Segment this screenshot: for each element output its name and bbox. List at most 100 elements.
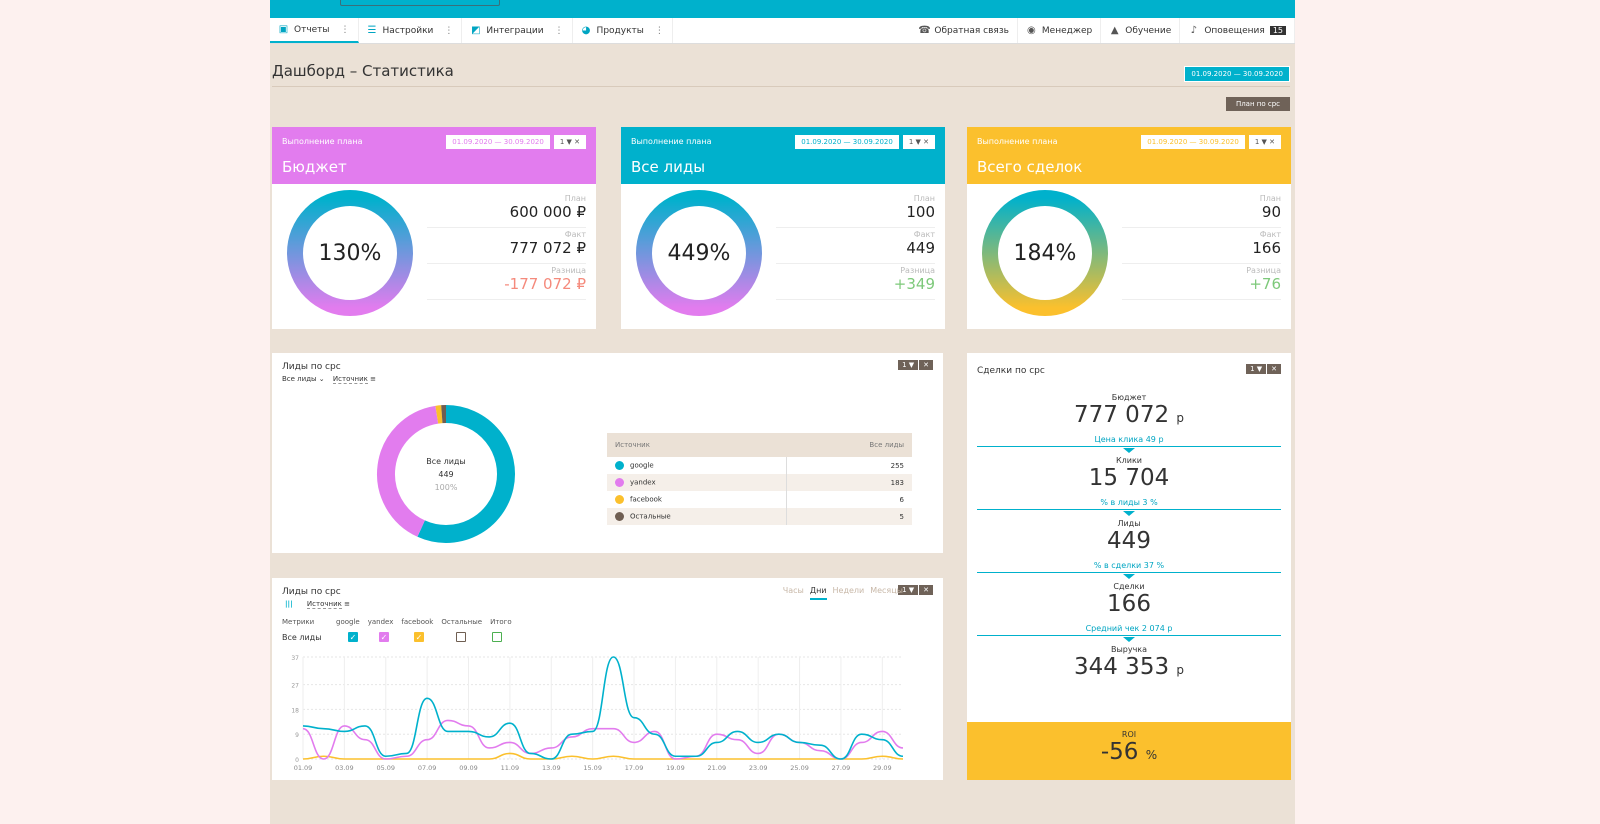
bar-chart-icon[interactable]: ||| <box>285 600 293 608</box>
legend-name: Итого <box>490 618 512 626</box>
y-tick-label: 18 <box>291 707 299 714</box>
roi-block: ROI -56 % <box>967 722 1291 780</box>
col-header: Все лиды <box>869 441 904 449</box>
source-name: google <box>630 461 654 470</box>
step-value: 777 072 <box>1073 402 1170 428</box>
source-value: 255 <box>890 461 904 470</box>
more-icon[interactable]: ⋮ <box>554 25 564 36</box>
card-date-range[interactable]: 01.09.2020 — 30.09.2020 <box>446 135 550 149</box>
series-line-google <box>302 656 904 760</box>
card-date-range[interactable]: 01.09.2020 — 30.09.2020 <box>1141 135 1245 149</box>
step-value: 166 <box>1107 591 1151 617</box>
series-checkbox-Итого[interactable] <box>492 632 502 642</box>
nav-right-0[interactable]: ☎ Обратная связь <box>910 18 1018 43</box>
tab-period[interactable]: Месяцы <box>870 586 903 595</box>
diff-label: Разница <box>900 266 935 275</box>
card-title: Бюджет <box>282 158 347 176</box>
roi-value: -56 <box>1100 739 1139 765</box>
step-value: 449 <box>1107 528 1151 554</box>
filter-button[interactable]: 1 ▼ <box>1246 364 1267 374</box>
card-filter[interactable]: 1 ▼ ✕ <box>902 135 935 149</box>
tab-period[interactable]: Дни <box>809 586 827 600</box>
date-range-picker[interactable]: 01.09.2020 — 30.09.2020 <box>1184 66 1290 82</box>
conversion-label: Средний чек 2 074 р <box>977 624 1281 642</box>
conversion-label: Цена клика 49 р <box>977 435 1281 453</box>
diff-label: Разница <box>551 266 586 275</box>
close-button[interactable]: ✕ <box>919 360 933 370</box>
table-row: facebook 6 <box>607 491 912 508</box>
filter-button[interactable]: 1 ▼ <box>898 585 919 595</box>
nav-right-2[interactable]: ▲ Обучение <box>1101 18 1181 43</box>
x-tick-label: 07.09 <box>418 764 437 772</box>
card-title: Все лиды <box>631 158 706 176</box>
row-label: Все лиды <box>282 632 322 642</box>
pie-slice-facebook[interactable] <box>435 405 443 424</box>
x-tick-label: 29.09 <box>873 764 892 772</box>
series-checkbox-yandex[interactable]: ✓ <box>379 632 389 642</box>
source-filter[interactable]: Источник <box>306 600 342 609</box>
series-checkbox-Остальные[interactable] <box>456 632 466 642</box>
tab-0[interactable]: ▣ Отчеты ⋮ <box>270 18 359 43</box>
plan-cpc-button[interactable]: План по cpc <box>1225 97 1290 111</box>
percent-value: 449% <box>667 240 731 266</box>
card-date-range[interactable]: 01.09.2020 — 30.09.2020 <box>795 135 899 149</box>
card-header: Выполнение плана Все лиды 01.09.2020 — 3… <box>621 127 945 184</box>
plan-value: 100 <box>776 203 935 228</box>
nav-right-3[interactable]: ♪ Оповещения 15 <box>1180 18 1295 43</box>
panel-controls: 1 ▼ ✕ <box>898 585 933 595</box>
tab-period[interactable]: Часы <box>782 586 804 595</box>
nav-right-1[interactable]: ◉ Менеджер <box>1018 18 1102 43</box>
nav-label: Оповещения <box>1204 25 1265 36</box>
source-filter[interactable]: Источник <box>332 375 368 384</box>
leads-line-chart: 0 9 18 27 37 01.09 03.09 05.09 07.09 09.09 11.09 13… <box>291 655 904 772</box>
y-tick-label: 37 <box>291 655 299 662</box>
leads-donut-chart <box>377 405 515 543</box>
tab-3[interactable]: ◕ Продукты ⋮ <box>573 18 673 43</box>
card-filter[interactable]: 1 ▼ ✕ <box>1248 135 1281 149</box>
panel-title: Лиды по cpc <box>282 362 341 372</box>
series-line-facebook <box>302 752 904 760</box>
page-title: Дашборд – Статистика <box>272 62 454 80</box>
metric-label: Все лиды <box>282 375 317 383</box>
panel-controls: 1 ▼ ✕ <box>1246 364 1281 374</box>
series-checkbox-google[interactable]: ✓ <box>348 632 358 642</box>
more-icon[interactable]: ⋮ <box>444 25 454 36</box>
card-filter[interactable]: 1 ▼ ✕ <box>553 135 586 149</box>
tab-1[interactable]: ☰ Настройки ⋮ <box>359 18 463 43</box>
search-input[interactable] <box>340 0 500 6</box>
roi-label: ROI <box>1121 730 1137 739</box>
bell-icon: ♪ <box>1190 25 1198 36</box>
card-title: Всего сделок <box>977 158 1083 176</box>
source-table: Источник Все лиды google 255 yandex 183 facebo… <box>607 433 912 525</box>
percent-value: 184% <box>1013 240 1077 266</box>
tab-2[interactable]: ◩ Интеграции ⋮ <box>462 18 573 43</box>
legend-name: yandex <box>367 618 394 626</box>
more-icon[interactable]: ⋮ <box>654 25 664 36</box>
nav-label: Интеграции <box>486 25 544 36</box>
funnel-step: Клики 15 704 % в лиды 3 % <box>977 456 1281 516</box>
x-tick-label: 09.09 <box>459 764 478 772</box>
period-tabs: Часы Дни Недели Месяцы <box>783 586 903 600</box>
plan-value: 600 000 ₽ <box>427 203 586 228</box>
metric-dropdown[interactable]: Все лиды ⌄ <box>282 375 325 383</box>
leads-pie-panel: Лиды по cpc 1 ▼ ✕ Все лиды ⌄ Источник ≡ В… <box>272 353 943 553</box>
progress-donut: 449% <box>635 189 763 317</box>
more-icon[interactable]: ⋮ <box>340 24 350 35</box>
plan-card: Выполнение плана Бюджет 01.09.2020 — 30.… <box>272 127 596 329</box>
divider <box>272 86 1290 87</box>
graduation-cap-icon: ▲ <box>1110 25 1119 36</box>
tab-period[interactable]: Недели <box>832 586 865 595</box>
diff-value: -177 072 ₽ <box>427 275 586 300</box>
filter-button[interactable]: 1 ▼ <box>898 360 919 370</box>
fact-label: Факт <box>913 230 935 239</box>
x-tick-label: 11.09 <box>501 764 520 772</box>
source-value: 6 <box>899 495 904 504</box>
conversion-label: % в сделки 37 % <box>977 561 1281 579</box>
center-label: Все лиды <box>426 456 466 466</box>
close-button[interactable]: ✕ <box>1267 364 1281 374</box>
close-button[interactable]: ✕ <box>919 585 933 595</box>
pie-slice-yandex[interactable] <box>377 405 439 537</box>
panel-title: Сделки по cpc <box>977 366 1045 376</box>
series-checkbox-facebook[interactable]: ✓ <box>414 632 424 642</box>
pie-slice-google[interactable] <box>417 405 515 543</box>
